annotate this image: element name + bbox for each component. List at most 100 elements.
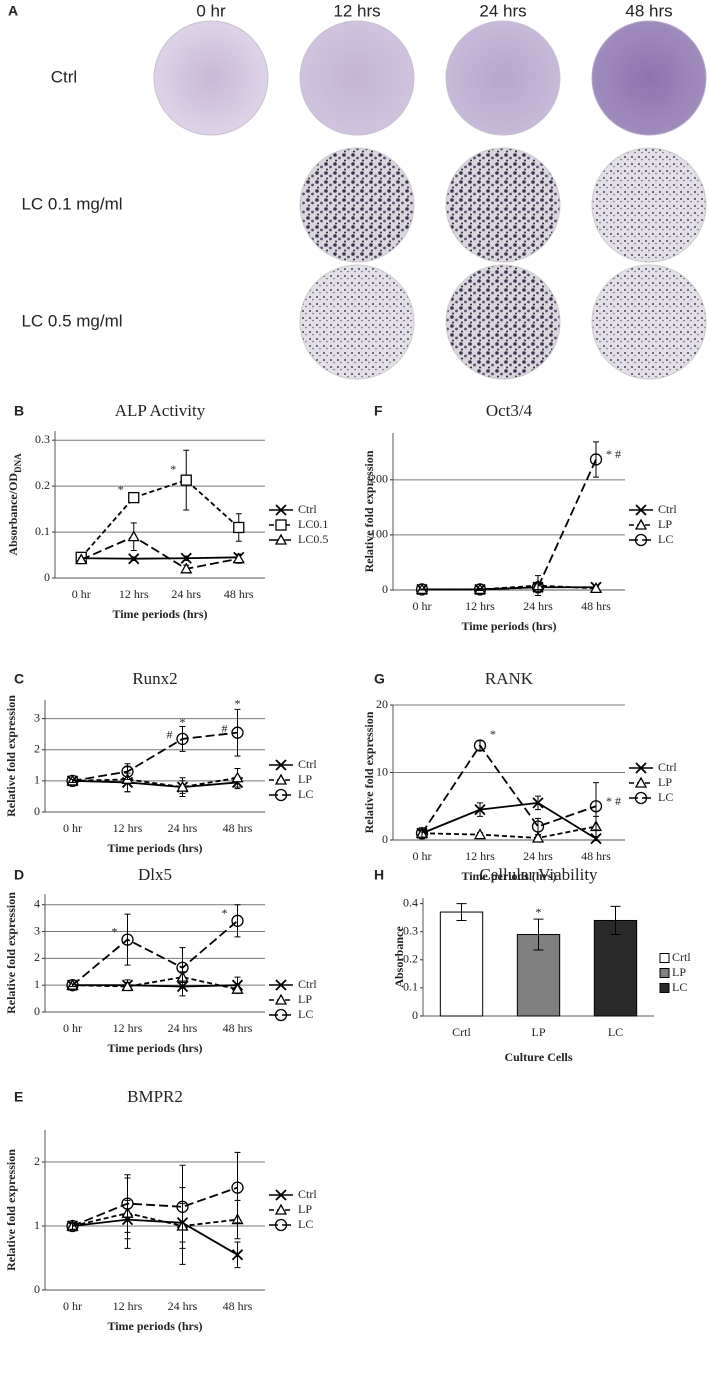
- x-axis-label: Time periods (hrs): [461, 869, 556, 883]
- series-line: [421, 743, 597, 834]
- chart-title: Cellular Viability: [479, 865, 598, 884]
- chart-title: RANK: [485, 669, 534, 688]
- legend-label: Ctrl: [658, 502, 677, 516]
- legend-label: LC: [658, 790, 673, 804]
- legend-label: LP: [658, 775, 672, 789]
- marker: [232, 552, 245, 564]
- bar: [439, 911, 484, 1017]
- annotation: #: [222, 721, 228, 735]
- legend-marker: [275, 759, 287, 771]
- y-tick-label: 1: [34, 1218, 40, 1232]
- error-bar: [456, 903, 467, 921]
- annotation: * #: [606, 794, 621, 808]
- series-line: [71, 920, 239, 986]
- legend-marker: [634, 518, 648, 530]
- x-tick-label: 12 hrs: [113, 1299, 143, 1313]
- panel-letter: B: [14, 403, 24, 419]
- y-axis-label: Absorbance/ODDNA: [6, 453, 23, 556]
- legend-marker: [275, 519, 287, 531]
- series-line: [421, 825, 597, 839]
- row-header: LC 0.5 mg/ml: [21, 311, 122, 330]
- y-axis-label: Relative fold expression: [4, 892, 18, 1014]
- annotation: *: [222, 906, 228, 920]
- x-tick-label: 0 hr: [63, 1299, 82, 1313]
- legend-label: Ctrl: [298, 757, 317, 771]
- y-tick-label: 0.3: [35, 432, 50, 446]
- series-line: [72, 731, 238, 782]
- marker: [474, 803, 486, 816]
- legend-marker: [274, 993, 288, 1005]
- marker: [590, 833, 602, 845]
- marker: [231, 726, 244, 739]
- annotation: *: [180, 715, 186, 729]
- legend-label: LC: [298, 787, 313, 801]
- series-line: [72, 779, 238, 789]
- y-tick-label: 0: [382, 582, 388, 596]
- legend-label: LP: [298, 772, 312, 786]
- legend-marker: [274, 1008, 288, 1022]
- marker: [176, 780, 189, 792]
- legend-label: Ctrl: [298, 1187, 317, 1201]
- marker: [231, 771, 244, 783]
- annotation: *: [170, 462, 176, 476]
- chart-panel: E BMPR2 0 1 2 Relative fold expression 0 hr 12 …: [4, 1087, 318, 1333]
- y-tick-label: 0.1: [403, 980, 418, 994]
- marker: [473, 583, 487, 596]
- panel-letter: D: [14, 867, 24, 883]
- series-line: [81, 556, 239, 560]
- y-axis-label: Relative fold expression: [362, 711, 376, 833]
- x-tick-label: 48 hrs: [224, 587, 254, 601]
- y-tick-label: 0: [44, 570, 50, 584]
- marker: [180, 552, 192, 564]
- y-tick-label: 3: [34, 923, 40, 937]
- legend-swatch: [659, 983, 670, 993]
- marker: [473, 828, 487, 840]
- y-tick-label: 3: [34, 710, 40, 724]
- y-tick-label: 4: [34, 896, 40, 910]
- error-bar: [593, 441, 599, 478]
- legend-marker: [274, 788, 288, 802]
- error-bar: [234, 708, 241, 757]
- error-bar: [179, 1164, 186, 1249]
- y-axis-label-text: Relative fold expression: [362, 450, 376, 572]
- annotation: *: [536, 905, 542, 919]
- y-axis-label-text: Relative fold expression: [4, 892, 18, 1014]
- x-axis-label: Time periods (hrs): [107, 841, 202, 855]
- chart-title: Dlx5: [138, 865, 172, 884]
- marker: [415, 583, 429, 596]
- x-axis-label: Culture Cells: [504, 1050, 572, 1064]
- marker: [75, 553, 88, 565]
- series-line: [80, 479, 240, 558]
- legend-marker: [274, 1218, 288, 1232]
- x-axis-label: Time periods (hrs): [107, 1041, 202, 1055]
- well-image: [591, 147, 707, 263]
- x-tick-label: 24 hrs: [523, 599, 553, 613]
- y-axis-label-subscript: DNA: [13, 453, 23, 473]
- legend-swatch: [659, 968, 670, 978]
- series-line: [72, 1212, 238, 1227]
- series-line: [72, 976, 238, 991]
- well-image: [591, 20, 707, 136]
- marker: [176, 961, 189, 974]
- chart-panel: H Cellular Viability 0 0.1 0.2 0.3 0.4 Absorban…: [374, 865, 691, 1064]
- y-tick-label: 20: [376, 697, 388, 711]
- legend-label: Crtl: [672, 950, 691, 964]
- x-tick-label: 0 hr: [413, 599, 432, 613]
- legend-marker: [274, 773, 288, 785]
- x-tick-label: 24 hrs: [171, 587, 201, 601]
- x-tick-label: 12 hrs: [465, 849, 495, 863]
- panel-letter: C: [14, 671, 24, 687]
- marker: [531, 831, 545, 843]
- row-header: Ctrl: [51, 67, 77, 86]
- legend-marker: [275, 1189, 287, 1201]
- x-tick-label: 12 hrs: [465, 599, 495, 613]
- y-tick-label: 0.2: [35, 478, 50, 492]
- x-tick-label: LC: [608, 1025, 623, 1039]
- marker: [531, 581, 545, 594]
- marker: [231, 1249, 244, 1261]
- well-image: [153, 20, 269, 136]
- chart-panel: B ALP Activity 0 0.1 0.2 0.3 Absorbance/ODDNA 0…: [6, 401, 329, 621]
- y-tick-label: 2: [34, 742, 40, 756]
- legend-label: LC: [298, 1007, 313, 1021]
